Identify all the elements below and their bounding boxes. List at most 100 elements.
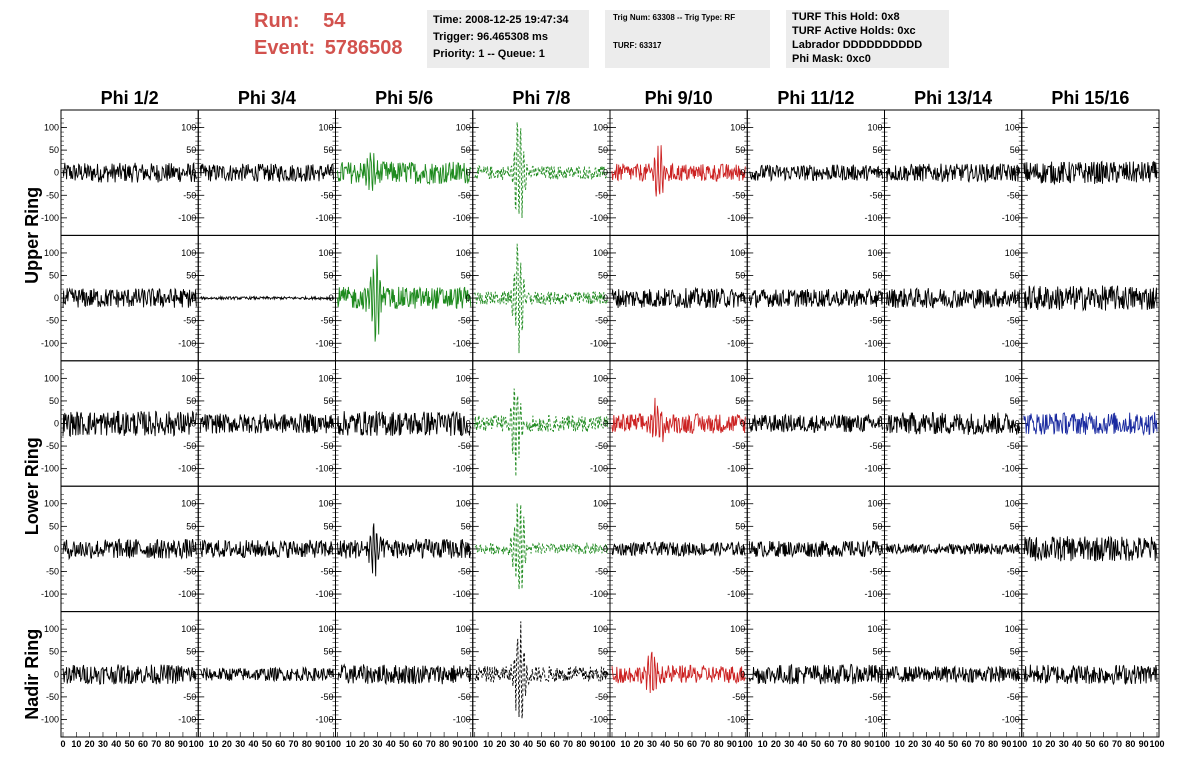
- x-tick-label: 30: [372, 739, 382, 749]
- y-tick-label: 50: [1010, 145, 1020, 155]
- y-tick-label: -100: [41, 464, 59, 474]
- x-tick-label: 30: [510, 739, 520, 749]
- x-tick-label: 70: [975, 739, 985, 749]
- y-tick-label: 100: [730, 624, 745, 634]
- y-tick-label: 100: [867, 248, 882, 258]
- x-tick-label: 100: [1012, 739, 1027, 749]
- y-tick-label: 50: [323, 396, 333, 406]
- x-tick-label: 60: [138, 739, 148, 749]
- x-tick-label: 20: [1045, 739, 1055, 749]
- y-tick-label: -50: [183, 441, 196, 451]
- x-tick-label: 80: [988, 739, 998, 749]
- x-tick-label: 90: [727, 739, 737, 749]
- y-tick-label: 0: [603, 168, 608, 178]
- y-tick-label: 100: [318, 624, 333, 634]
- y-tick-label: 0: [740, 168, 745, 178]
- y-tick-label: -100: [41, 338, 59, 348]
- y-tick-label: 50: [461, 145, 471, 155]
- y-tick-label: 50: [735, 396, 745, 406]
- x-tick-label: 60: [1099, 739, 1109, 749]
- y-tick-label: -100: [1002, 714, 1020, 724]
- y-tick-label: -100: [727, 213, 745, 223]
- y-tick-label: -100: [41, 589, 59, 599]
- y-tick-label: -100: [453, 714, 471, 724]
- y-tick-label: 100: [44, 248, 59, 258]
- y-tick-label: 100: [456, 248, 471, 258]
- waveform-trace: [886, 163, 1021, 184]
- waveform-trace: [611, 145, 746, 197]
- y-tick-label: 100: [181, 499, 196, 509]
- waveform-trace: [199, 666, 334, 683]
- x-tick-label: 40: [111, 739, 121, 749]
- y-tick-label: 0: [877, 544, 882, 554]
- y-tick-label: 100: [456, 499, 471, 509]
- x-tick-label: 70: [700, 739, 710, 749]
- y-tick-label: -50: [458, 190, 471, 200]
- waveform-trace: [62, 538, 197, 561]
- y-tick-label: -100: [864, 464, 882, 474]
- y-tick-label: 50: [186, 647, 196, 657]
- y-tick-label: 50: [1010, 521, 1020, 531]
- y-tick-label: -50: [46, 692, 59, 702]
- x-tick-label: 60: [687, 739, 697, 749]
- waveform-trace: [200, 295, 334, 301]
- priority-text: Priority: 1 -- Queue: 1: [433, 48, 545, 60]
- y-tick-label: 100: [867, 624, 882, 634]
- waveform-trace: [1023, 664, 1158, 686]
- column-title: Phi 7/8: [512, 88, 570, 108]
- x-tick-label: 100: [875, 739, 890, 749]
- y-tick-label: 100: [318, 123, 333, 133]
- time-text: Time: 2008-12-25 19:47:34: [433, 14, 569, 26]
- y-tick-label: -50: [458, 692, 471, 702]
- y-tick-label: 0: [466, 168, 471, 178]
- y-tick-label: 50: [49, 271, 59, 281]
- y-tick-label: 50: [1010, 647, 1020, 657]
- x-tick-label: 40: [1072, 739, 1082, 749]
- y-tick-label: 0: [328, 293, 333, 303]
- x-tick-label: 10: [758, 739, 768, 749]
- y-tick-label: 0: [191, 293, 196, 303]
- waveform-trace: [1023, 160, 1158, 186]
- x-tick-label: 40: [935, 739, 945, 749]
- y-tick-label: 50: [598, 396, 608, 406]
- y-tick-label: -100: [315, 464, 333, 474]
- y-tick-label: 50: [872, 647, 882, 657]
- y-tick-label: 50: [186, 396, 196, 406]
- y-tick-label: -50: [595, 441, 608, 451]
- y-tick-label: 0: [1015, 544, 1020, 554]
- y-tick-label: 100: [44, 123, 59, 133]
- x-tick-label: 0: [60, 739, 65, 749]
- x-tick-label: 40: [798, 739, 808, 749]
- y-tick-label: -50: [732, 441, 745, 451]
- y-tick-label: 50: [735, 145, 745, 155]
- trigger-info-panel: Trig Num: 63308 -- Trig Type: RF TURF: 6…: [605, 10, 770, 68]
- y-tick-label: 100: [318, 248, 333, 258]
- x-tick-label: 80: [302, 739, 312, 749]
- y-tick-label: 100: [318, 373, 333, 383]
- waveform-trace: [748, 663, 883, 685]
- y-tick-label: -100: [727, 589, 745, 599]
- turf-active-text: TURF Active Holds: 0xc: [792, 25, 916, 37]
- y-tick-label: -50: [732, 316, 745, 326]
- waveform-trace: [474, 621, 609, 719]
- waveform-trace: [62, 161, 197, 183]
- waveform-trace: [748, 539, 883, 558]
- y-tick-label: 50: [323, 521, 333, 531]
- x-tick-label: 20: [908, 739, 918, 749]
- waveform-trace: [748, 287, 883, 309]
- x-tick-label: 70: [1112, 739, 1122, 749]
- y-tick-label: 50: [49, 145, 59, 155]
- y-tick-label: -100: [315, 714, 333, 724]
- y-tick-label: 100: [181, 248, 196, 258]
- column-title: Phi 1/2: [101, 88, 159, 108]
- y-tick-label: -50: [458, 316, 471, 326]
- x-tick-label: 10: [71, 739, 81, 749]
- y-tick-label: 100: [730, 123, 745, 133]
- x-tick-label: 60: [824, 739, 834, 749]
- time-info-panel: Time: 2008-12-25 19:47:34 Trigger: 96.46…: [427, 10, 589, 68]
- y-tick-label: 0: [877, 669, 882, 679]
- waveform-trace: [337, 152, 472, 191]
- y-tick-label: 0: [54, 168, 59, 178]
- y-tick-label: 50: [186, 271, 196, 281]
- x-tick-label: 60: [412, 739, 422, 749]
